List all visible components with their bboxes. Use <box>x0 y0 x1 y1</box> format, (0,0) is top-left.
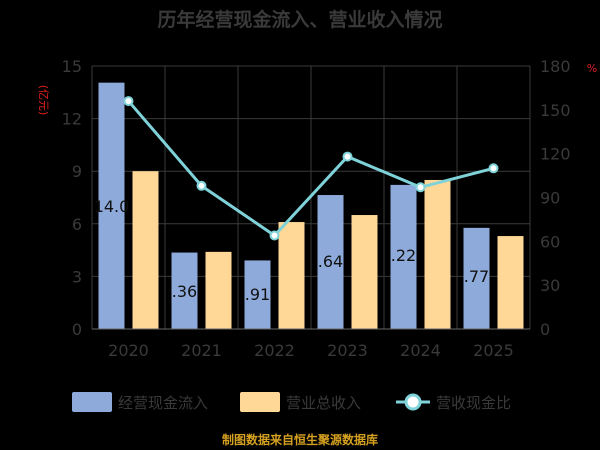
ratio-point <box>196 180 207 191</box>
legend-item-revenue[interactable]: 营业总收入 <box>240 392 361 412</box>
ratio-point <box>488 163 499 174</box>
x-tick-label: 2024 <box>400 341 441 360</box>
legend-item-cash-inflow[interactable]: 经营现金流入 <box>72 392 208 412</box>
left-axis-ticks: 0 3 6 9 12 15 <box>62 57 82 339</box>
bar-series <box>98 82 524 329</box>
left-tick-label: 0 <box>72 320 82 339</box>
right-tick-label: 90 <box>540 189 560 208</box>
legend-swatch-cash-inflow <box>72 392 112 412</box>
left-tick-label: 12 <box>62 110 82 129</box>
left-axis-unit: (亿元) <box>37 85 50 116</box>
bar-data-label: .77 <box>464 267 489 286</box>
right-axis-ticks: 0 30 60 90 120 150 180 <box>540 57 571 339</box>
bar-revenue <box>132 171 159 329</box>
ratio-line <box>127 100 494 238</box>
right-tick-label: 180 <box>540 57 571 76</box>
x-tick-label: 2022 <box>254 341 295 360</box>
ratio-point <box>269 230 280 241</box>
bar-revenue <box>497 236 524 329</box>
bar-cash-inflow <box>98 82 125 329</box>
bar-data-label: .91 <box>245 285 270 304</box>
source-note: 制图数据来自恒生聚源数据库 <box>222 432 378 447</box>
right-tick-label: 0 <box>540 320 550 339</box>
x-tick-label: 2020 <box>108 341 149 360</box>
right-tick-label: 60 <box>540 232 560 251</box>
bar-revenue <box>278 222 305 329</box>
right-tick-label: 150 <box>540 101 571 120</box>
bar-cash-inflow <box>317 195 344 329</box>
bar-revenue <box>205 251 232 329</box>
bar-data-label: 14.0 <box>94 197 130 216</box>
legend-label-cash-inflow: 经营现金流入 <box>118 394 208 412</box>
bar-cash-inflow <box>463 227 490 329</box>
grid-lines <box>91 65 531 329</box>
line-series <box>123 96 499 241</box>
bar-data-labels: 14.0 .36 .91 .64 .22 .77 <box>94 197 490 304</box>
chart-title: 历年经营现金流入、营业收入情况 <box>157 8 442 31</box>
bar-cash-inflow <box>390 184 417 329</box>
x-tick-label: 2023 <box>327 341 368 360</box>
right-tick-label: 30 <box>540 276 560 295</box>
x-axis-ticks: 2020 2021 2022 2023 2024 2025 <box>108 341 514 360</box>
legend: 经营现金流入 营业总收入 营收现金比 <box>72 392 511 412</box>
legend-swatch-revenue <box>240 392 280 412</box>
x-tick-label: 2021 <box>181 341 222 360</box>
x-tick-label: 2025 <box>473 341 514 360</box>
bar-cash-inflow <box>244 260 271 329</box>
ratio-point <box>342 151 353 162</box>
right-tick-label: 120 <box>540 145 571 164</box>
right-axis-unit: % <box>587 62 597 75</box>
ratio-point <box>415 182 426 193</box>
bar-revenue <box>351 215 378 329</box>
legend-marker-ratio <box>404 393 422 411</box>
legend-item-ratio[interactable]: 营收现金比 <box>396 393 511 412</box>
legend-label-ratio: 营收现金比 <box>436 394 511 412</box>
bar-data-label: .22 <box>391 246 416 265</box>
bar-data-label: .36 <box>172 282 197 301</box>
bar-data-label: .64 <box>318 252 343 271</box>
legend-label-revenue: 营业总收入 <box>286 394 361 412</box>
left-tick-label: 6 <box>72 215 82 234</box>
left-tick-label: 15 <box>62 57 82 76</box>
ratio-point <box>123 96 134 107</box>
left-tick-label: 9 <box>72 162 82 181</box>
bar-revenue <box>424 179 451 329</box>
left-tick-label: 3 <box>72 267 82 286</box>
bar-cash-inflow <box>171 252 198 329</box>
